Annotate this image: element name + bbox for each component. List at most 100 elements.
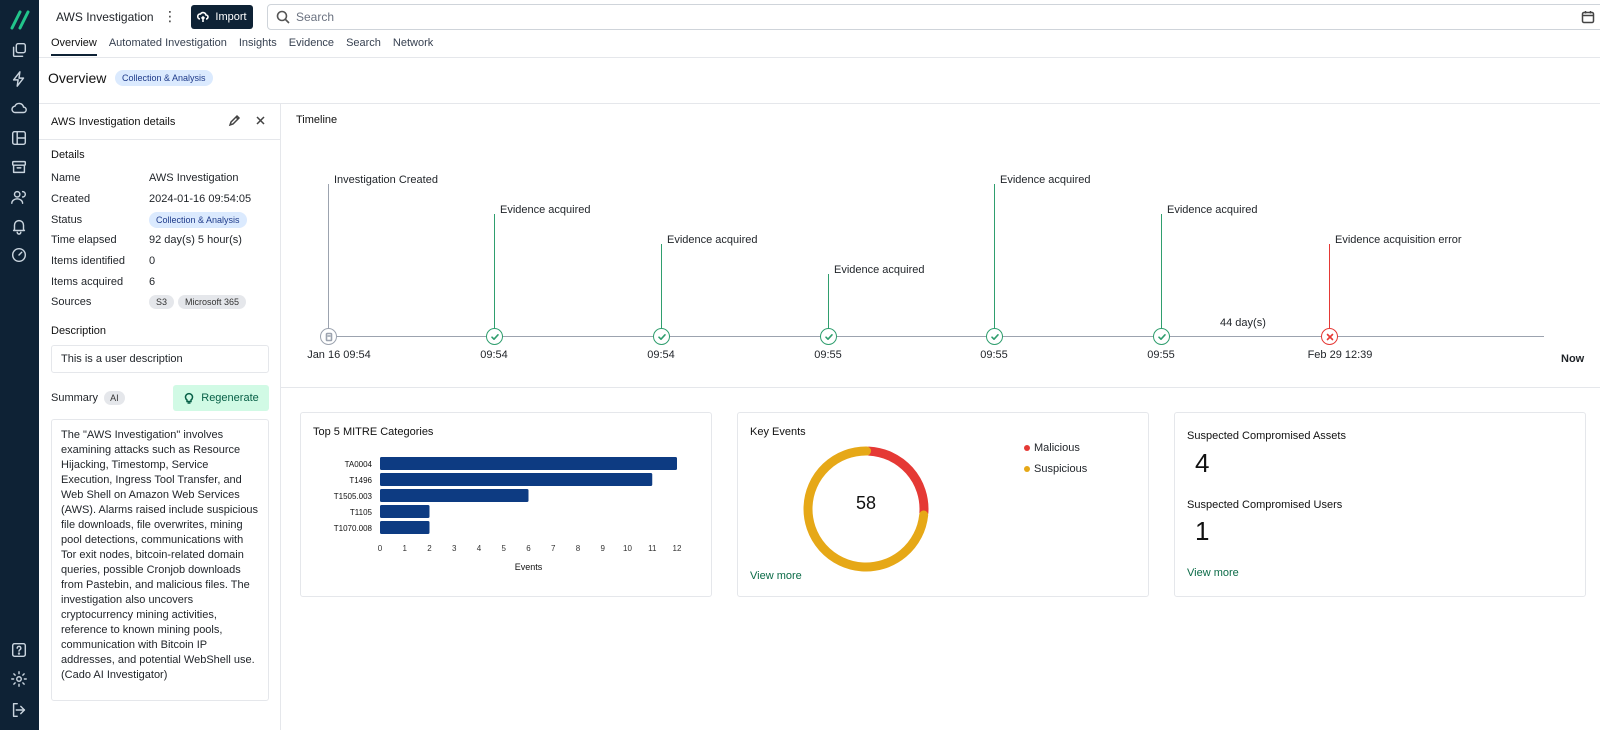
mitre-bar[interactable] <box>380 473 653 486</box>
error-x-icon[interactable] <box>1321 328 1338 345</box>
gauge-icon[interactable] <box>9 245 29 265</box>
regenerate-button[interactable]: Regenerate <box>173 385 269 411</box>
timeline-event-label: Evidence acquired <box>1167 204 1258 216</box>
check-icon[interactable] <box>820 328 837 345</box>
mitre-category-label: T1105 <box>350 508 373 517</box>
edit-pencil-icon[interactable] <box>228 114 242 128</box>
search-input[interactable] <box>296 10 1496 24</box>
tab-overview[interactable]: Overview <box>51 37 97 56</box>
timeline-now-label: Now <box>1561 353 1585 365</box>
timeline-event-label: Evidence acquired <box>500 204 591 216</box>
timeline-stem <box>828 274 829 336</box>
mitre-x-tick: 1 <box>403 544 408 553</box>
timeline-axis <box>320 336 1544 337</box>
check-icon[interactable] <box>653 328 670 345</box>
compromised-assets-label: Suspected Compromised Assets <box>1187 430 1346 442</box>
mitre-x-tick: 3 <box>452 544 457 553</box>
close-icon[interactable] <box>254 114 268 128</box>
status-badge: Collection & Analysis <box>149 212 247 228</box>
mitre-x-tick: 5 <box>502 544 507 553</box>
cloud-icon[interactable] <box>9 98 29 118</box>
timeline-stem <box>994 184 995 336</box>
source-tag: Microsoft 365 <box>178 295 247 309</box>
archive-icon[interactable] <box>9 157 29 177</box>
top-bar: AWS Investigation ⋮ Import Overview Auto… <box>39 0 1600 58</box>
timeline-stem <box>1329 244 1330 336</box>
legend-dot <box>1024 466 1030 472</box>
left-nav-rail <box>0 0 39 730</box>
details-panel-title: AWS Investigation details <box>51 116 176 128</box>
mitre-x-tick: 2 <box>427 544 432 553</box>
timeline-event-label: Evidence acquired <box>667 234 758 246</box>
mitre-x-tick: 11 <box>648 544 657 553</box>
timeline-time-label: Feb 29 12:39 <box>1307 349 1373 361</box>
legend-dot <box>1024 445 1030 451</box>
users-icon[interactable] <box>9 187 29 207</box>
detail-row-created: Created 2024-01-16 09:54:05 <box>51 193 251 205</box>
mitre-x-tick: 6 <box>526 544 531 553</box>
check-icon[interactable] <box>1153 328 1170 345</box>
search-bar[interactable] <box>267 4 1600 30</box>
legend-label: Malicious <box>1034 442 1080 454</box>
detail-key: Items identified <box>51 255 125 267</box>
timeline-event-label: Evidence acquisition error <box>1335 234 1462 246</box>
tab-evidence[interactable]: Evidence <box>288 37 335 49</box>
mitre-x-tick: 0 <box>378 544 383 553</box>
tab-network[interactable]: Network <box>392 37 434 49</box>
compromised-view-more-link[interactable]: View more <box>1187 567 1239 579</box>
investigations-icon[interactable] <box>9 40 29 60</box>
donut-slice-suspicious[interactable] <box>803 446 929 572</box>
mitre-bar[interactable] <box>380 489 529 502</box>
tab-automated-investigation[interactable]: Automated Investigation <box>108 37 227 49</box>
detail-row-time-elapsed: Time elapsed 92 day(s) 5 hour(s) <box>51 234 242 246</box>
check-icon[interactable] <box>986 328 1003 345</box>
dashboard-icon[interactable] <box>9 128 29 148</box>
investigation-title: AWS Investigation <box>56 10 154 24</box>
calendar-icon[interactable] <box>1581 10 1595 24</box>
compromised-card: Suspected Compromised Assets 4 Suspected… <box>1174 412 1586 597</box>
description-field[interactable]: This is a user description <box>51 345 269 373</box>
legend-suspicious: Suspicious <box>1024 463 1087 475</box>
more-options-icon[interactable]: ⋮ <box>163 8 177 24</box>
donut-slice-malicious[interactable] <box>864 446 929 518</box>
mitre-bar[interactable] <box>380 521 430 534</box>
timeline-panel: Timeline Investigation Created Jan 16 09:… <box>281 104 1600 388</box>
timeline-time-label: 09:55 <box>814 349 842 361</box>
mitre-x-tick: 7 <box>551 544 556 553</box>
timeline-stem <box>328 184 329 336</box>
bell-icon[interactable] <box>9 216 29 236</box>
import-button[interactable]: Import <box>191 5 253 29</box>
mitre-bar[interactable] <box>380 457 677 470</box>
lightning-icon[interactable] <box>9 69 29 89</box>
timeline-stem <box>1161 214 1162 336</box>
status-badge: Collection & Analysis <box>115 70 213 86</box>
logout-icon[interactable] <box>9 700 29 720</box>
tab-insights[interactable]: Insights <box>238 37 277 49</box>
detail-row-name: Name AWS Investigation <box>51 172 238 184</box>
mitre-bar[interactable] <box>380 505 430 518</box>
lightbulb-icon <box>185 392 194 404</box>
key-events-view-more-link[interactable]: View more <box>750 570 802 582</box>
overview-header: Overview Collection & Analysis <box>39 58 1600 104</box>
compromised-assets-value: 4 <box>1195 448 1210 478</box>
mitre-category-label: TA0004 <box>345 460 373 469</box>
timeline-stem <box>494 214 495 336</box>
detail-row-sources: Sources S3 Microsoft 365 <box>51 295 247 309</box>
mitre-x-tick: 10 <box>623 544 632 553</box>
details-panel-header: AWS Investigation details <box>39 104 280 140</box>
source-tag: S3 <box>149 295 175 309</box>
mitre-x-tick: 4 <box>477 544 482 553</box>
timeline-title: Timeline <box>296 114 338 126</box>
mitre-x-tick: 9 <box>601 544 606 553</box>
settings-gear-icon[interactable] <box>9 669 29 689</box>
brand-logo-icon[interactable] <box>9 10 31 30</box>
check-icon[interactable] <box>486 328 503 345</box>
details-section-label: Details <box>51 149 85 161</box>
tab-search[interactable]: Search <box>346 37 381 49</box>
file-icon[interactable] <box>320 328 337 345</box>
mitre-category-label: T1505.003 <box>334 492 373 501</box>
mitre-x-tick: 8 <box>576 544 581 553</box>
help-icon[interactable] <box>9 640 29 660</box>
mitre-title: Top 5 MITRE Categories <box>313 426 434 438</box>
